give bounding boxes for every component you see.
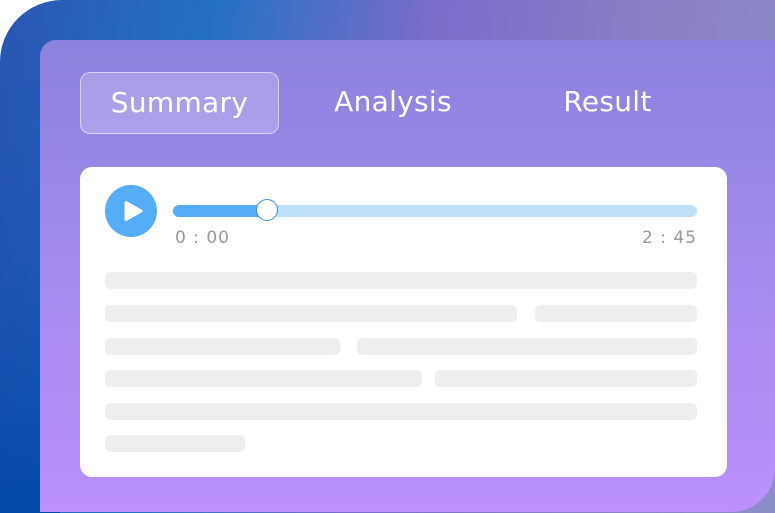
text-placeholder (105, 338, 340, 355)
text-placeholder (535, 305, 697, 322)
tab-summary[interactable]: Summary (80, 72, 279, 134)
text-placeholder (105, 305, 517, 322)
text-placeholder (357, 338, 697, 355)
progress-fill (173, 205, 268, 217)
audio-progress-slider[interactable] (173, 199, 697, 221)
slider-thumb[interactable] (256, 199, 279, 221)
play-icon (124, 201, 143, 221)
current-time: 0 : 00 (175, 228, 230, 248)
text-placeholder (435, 370, 697, 387)
text-placeholder (105, 403, 697, 420)
total-time: 2 : 45 (642, 228, 697, 248)
tab-analysis[interactable]: Analysis (334, 85, 452, 118)
tab-result[interactable]: Result (563, 85, 652, 118)
summary-card (80, 167, 727, 477)
text-placeholder (105, 435, 245, 452)
text-placeholder (105, 272, 697, 289)
text-placeholder (105, 370, 422, 387)
play-button[interactable] (105, 185, 157, 237)
